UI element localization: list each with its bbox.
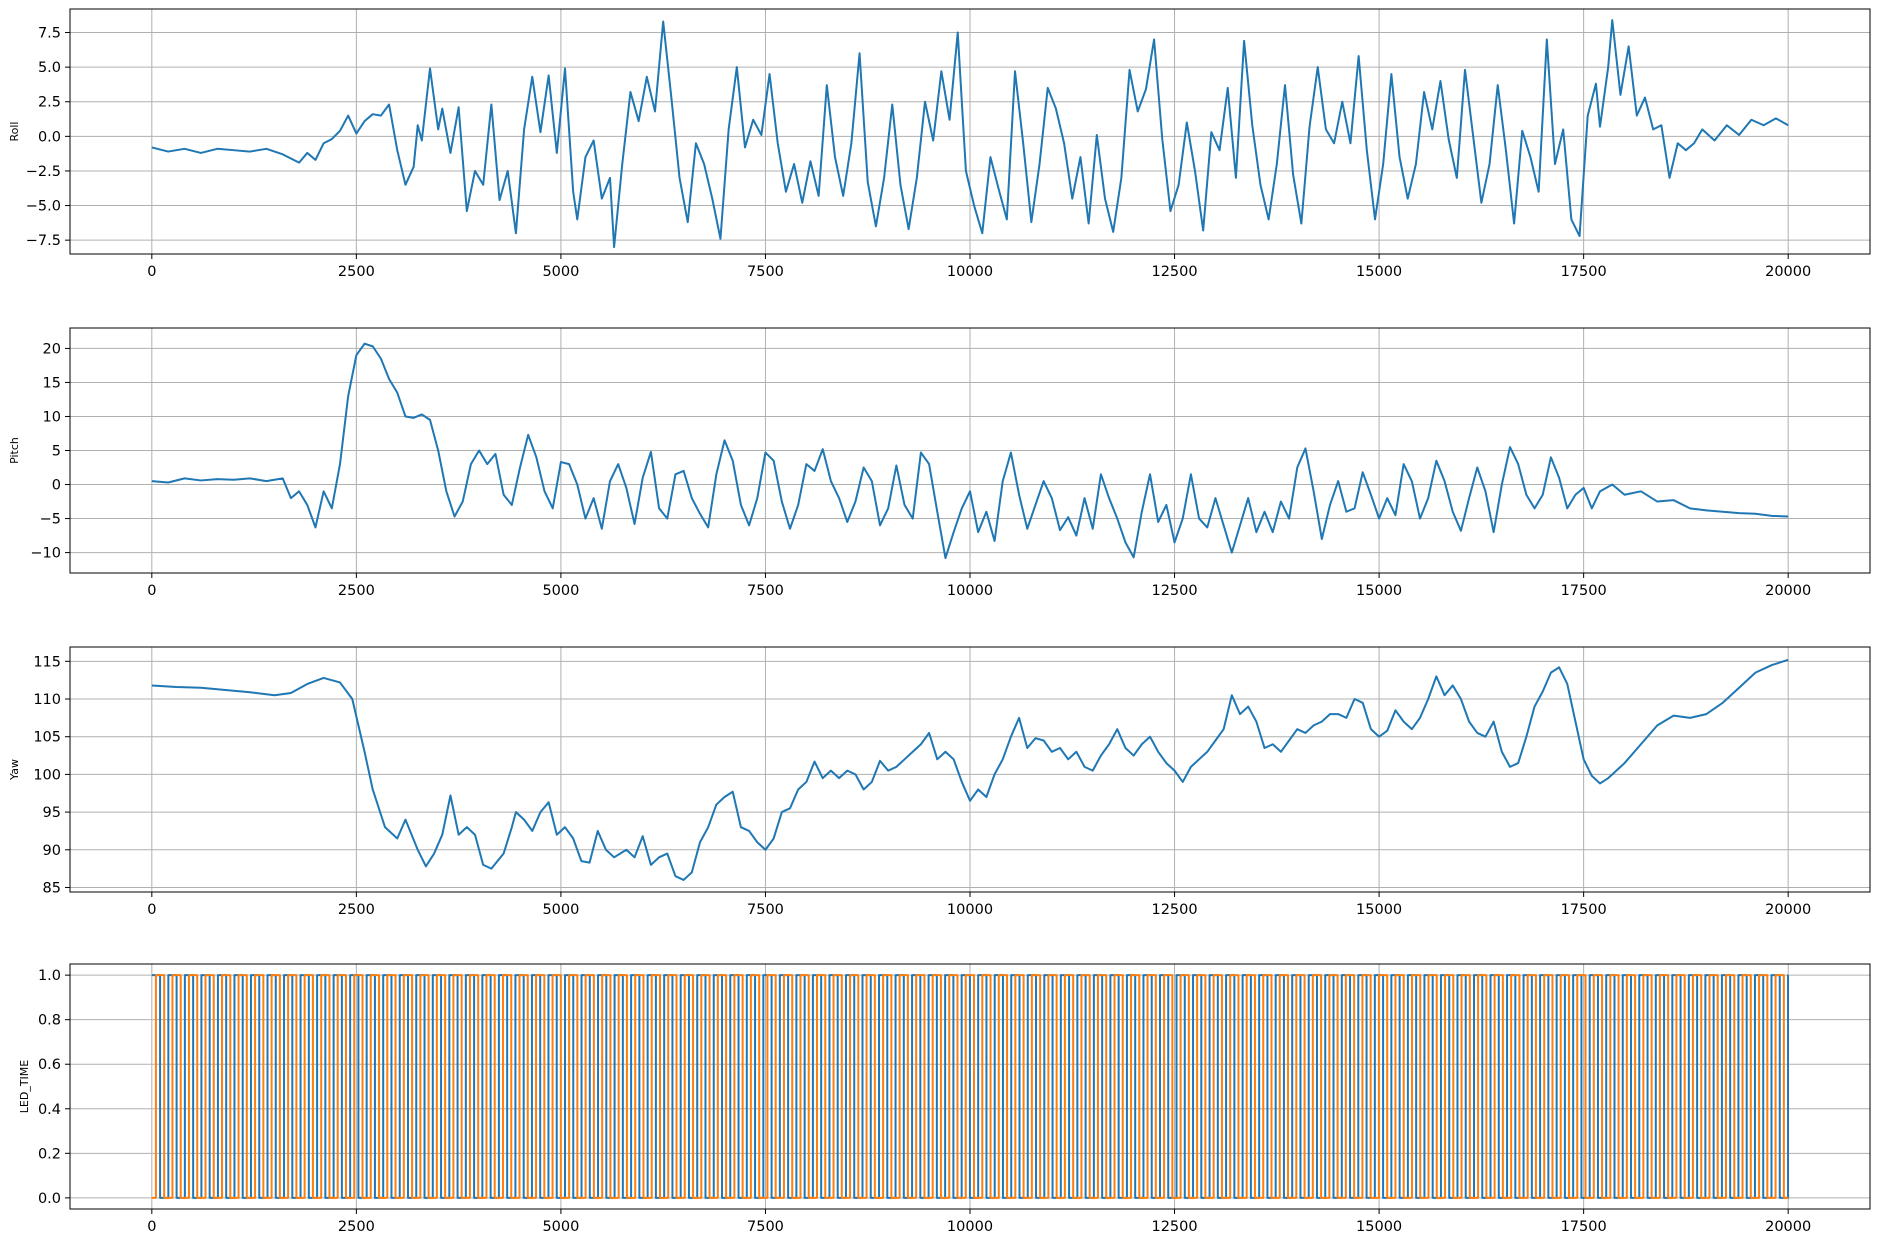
y-tick-label: 0.6: [38, 1057, 61, 1073]
x-tick-label: 2500: [338, 264, 375, 280]
y-tick-label: 1.0: [38, 968, 61, 984]
x-tick-label: 5000: [542, 1219, 579, 1235]
subplot-roll: 0 2500 5000 7500 10000 12500 15000 17500 20000 −7…: [8, 8, 1871, 280]
x-tick-label: 12500: [1151, 264, 1197, 280]
x-tick-label: 17500: [1561, 1219, 1607, 1235]
x-tick-label: 17500: [1561, 583, 1607, 599]
y-tick-label: 0.2: [38, 1146, 61, 1162]
subplot-pitch: 0 2500 5000 7500 10000 12500 15000 17500 20000 −1…: [8, 327, 1871, 599]
y-tick-label: 0.0: [38, 1191, 61, 1207]
x-tick-label: 20000: [1765, 1219, 1811, 1235]
y-tick-label: 100: [33, 767, 61, 783]
x-tick-label: 15000: [1356, 1219, 1402, 1235]
y-tick-label: 85: [43, 880, 61, 896]
x-tick-label: 10000: [947, 583, 993, 599]
x-tick-label: 20000: [1765, 264, 1811, 280]
series-line-1: [151, 658, 1789, 881]
y-tick-label: −5.0: [26, 199, 61, 215]
y-tick-label: 5: [52, 444, 61, 460]
y-tick-label: 0: [52, 478, 61, 494]
x-tick-label: 2500: [338, 902, 375, 918]
x-tick-label: 17500: [1561, 264, 1607, 280]
y-tick-label: 2.5: [38, 95, 61, 111]
x-tick-label: 17500: [1561, 902, 1607, 918]
x-tick-label: 2500: [338, 583, 375, 599]
x-tick-label: 0: [147, 902, 156, 918]
x-tick-label: 10000: [947, 902, 993, 918]
subplot-led-time: 0 2500 5000 7500 10000 12500 15000 17500 20000 0.…: [18, 963, 1871, 1235]
y-tick-label: 7.5: [38, 26, 61, 42]
x-tick-label: 7500: [747, 902, 784, 918]
x-tick-label: 15000: [1356, 902, 1402, 918]
subplot-yaw: 0 2500 5000 7500 10000 12500 15000 17500 20000 85…: [8, 646, 1871, 918]
x-tick-label: 20000: [1765, 902, 1811, 918]
y-tick-label: −7.5: [26, 233, 61, 249]
y-axis-label: Yaw: [8, 759, 21, 781]
x-tick-label: 12500: [1151, 902, 1197, 918]
y-tick-label: 10: [43, 409, 61, 425]
y-axis-label: Roll: [8, 122, 21, 142]
series-line-1: [151, 19, 1789, 249]
y-tick-label: 0.8: [38, 1013, 61, 1029]
x-tick-label: 10000: [947, 264, 993, 280]
y-tick-label: −5: [40, 512, 61, 528]
y-tick-label: 0.4: [38, 1102, 61, 1118]
y-tick-label: 15: [43, 375, 61, 391]
x-tick-label: 5000: [542, 902, 579, 918]
series-line-1: [151, 342, 1789, 560]
y-tick-label: 0.0: [38, 129, 61, 145]
series-line-1: [151, 974, 1790, 1199]
y-axis-label: Pitch: [8, 437, 21, 464]
x-tick-label: 15000: [1356, 264, 1402, 280]
series-line-2: [151, 974, 1789, 1199]
x-tick-label: 15000: [1356, 583, 1402, 599]
y-tick-label: 105: [33, 730, 61, 746]
x-tick-label: 2500: [338, 1219, 375, 1235]
x-tick-label: 5000: [542, 264, 579, 280]
x-tick-label: 0: [147, 583, 156, 599]
x-tick-label: 7500: [747, 1219, 784, 1235]
y-tick-label: 20: [43, 341, 61, 357]
x-tick-label: 10000: [947, 1219, 993, 1235]
y-tick-label: 110: [33, 692, 61, 708]
x-tick-label: 5000: [542, 583, 579, 599]
y-tick-label: −2.5: [26, 164, 61, 180]
x-tick-label: 20000: [1765, 583, 1811, 599]
y-tick-label: 5.0: [38, 60, 61, 76]
x-tick-label: 7500: [747, 583, 784, 599]
y-axis-label: LED_TIME: [18, 1060, 31, 1114]
y-tick-label: −10: [30, 546, 61, 562]
y-tick-label: 90: [43, 843, 61, 859]
y-tick-label: 115: [33, 654, 61, 670]
x-tick-label: 0: [147, 264, 156, 280]
y-tick-label: 95: [43, 805, 61, 821]
x-tick-label: 12500: [1151, 1219, 1197, 1235]
x-tick-label: 0: [147, 1219, 156, 1235]
x-tick-label: 12500: [1151, 583, 1197, 599]
x-tick-label: 7500: [747, 264, 784, 280]
